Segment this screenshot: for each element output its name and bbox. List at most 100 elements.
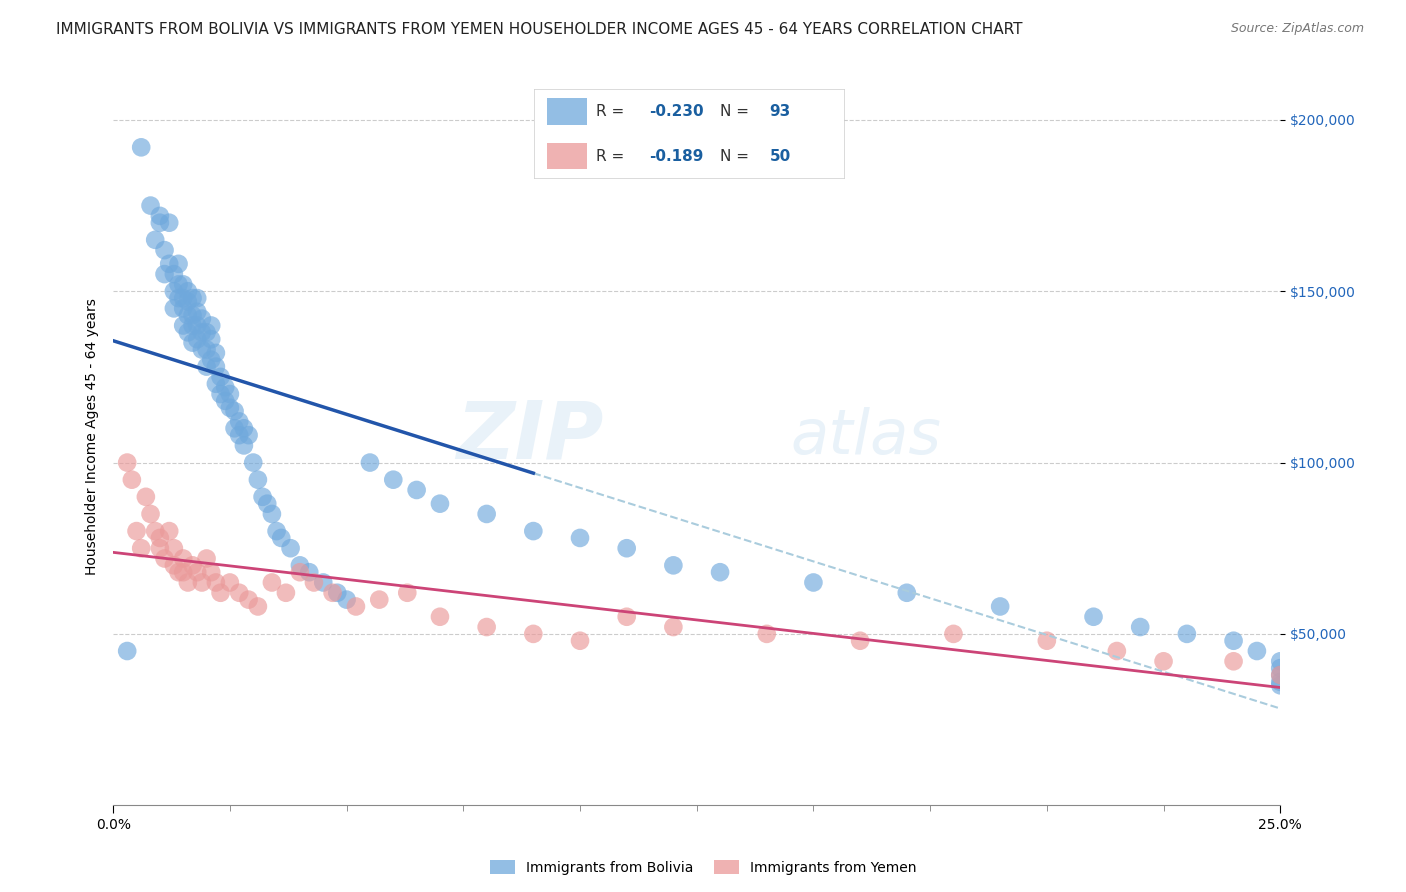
Point — [163, 285, 186, 299]
Point — [256, 497, 278, 511]
Point — [1270, 668, 1292, 682]
Point — [191, 326, 214, 340]
Text: ZIP: ZIP — [456, 398, 603, 475]
Point — [274, 586, 297, 600]
Point — [163, 301, 186, 316]
Point — [429, 609, 451, 624]
Point — [522, 627, 544, 641]
Point — [172, 551, 194, 566]
Point — [326, 586, 349, 600]
Point — [302, 575, 325, 590]
Point — [153, 551, 176, 566]
Point — [1175, 627, 1198, 641]
Point — [942, 627, 965, 641]
Point — [1270, 654, 1292, 668]
Point — [662, 558, 685, 573]
Point — [238, 428, 260, 442]
Point — [803, 575, 825, 590]
Point — [195, 343, 218, 357]
Point — [143, 233, 166, 247]
Point — [1270, 674, 1292, 689]
Point — [260, 575, 283, 590]
Point — [209, 387, 232, 401]
Point — [200, 318, 222, 333]
Point — [200, 352, 222, 367]
Point — [368, 592, 391, 607]
Point — [219, 401, 242, 415]
Point — [569, 531, 592, 545]
Text: -0.189: -0.189 — [648, 149, 703, 163]
Point — [125, 524, 148, 538]
Point — [186, 565, 208, 579]
Point — [205, 376, 228, 391]
Point — [163, 558, 186, 573]
Point — [177, 575, 200, 590]
Point — [181, 291, 204, 305]
Point — [167, 565, 190, 579]
Point — [228, 428, 250, 442]
Point — [167, 277, 190, 292]
Point — [205, 575, 228, 590]
Point — [135, 490, 157, 504]
Point — [186, 332, 208, 346]
Point — [200, 332, 222, 346]
Point — [195, 326, 218, 340]
Point — [1270, 668, 1292, 682]
Point — [177, 308, 200, 322]
Point — [177, 326, 200, 340]
Point — [228, 586, 250, 600]
Text: -0.230: -0.230 — [648, 104, 703, 119]
Point — [288, 565, 311, 579]
Point — [219, 575, 242, 590]
Point — [260, 507, 283, 521]
Point — [153, 267, 176, 281]
Point — [849, 633, 872, 648]
Point — [1246, 644, 1268, 658]
Legend: Immigrants from Bolivia, Immigrants from Yemen: Immigrants from Bolivia, Immigrants from… — [484, 855, 922, 880]
Point — [522, 524, 544, 538]
Point — [186, 318, 208, 333]
Point — [246, 599, 269, 614]
Point — [280, 541, 302, 556]
Point — [139, 507, 162, 521]
Point — [224, 404, 246, 418]
Point — [172, 277, 194, 292]
Point — [616, 541, 638, 556]
Point — [172, 291, 194, 305]
Point — [186, 291, 208, 305]
Point — [336, 592, 359, 607]
Point — [115, 644, 138, 658]
Point — [1270, 661, 1292, 675]
Point — [157, 257, 180, 271]
Point — [181, 335, 204, 350]
Point — [214, 380, 236, 394]
Point — [205, 359, 228, 374]
Point — [195, 551, 218, 566]
Point — [181, 558, 204, 573]
Point — [322, 586, 344, 600]
Point — [153, 243, 176, 257]
Point — [232, 421, 254, 435]
Point — [157, 216, 180, 230]
Point — [266, 524, 288, 538]
Point — [143, 524, 166, 538]
Point — [1083, 609, 1105, 624]
Point — [149, 209, 172, 223]
Point — [616, 609, 638, 624]
Point — [1129, 620, 1152, 634]
Point — [209, 370, 232, 384]
Text: 50: 50 — [769, 149, 790, 163]
Bar — [547, 98, 586, 125]
Point — [157, 524, 180, 538]
Point — [177, 285, 200, 299]
Point — [172, 565, 194, 579]
Point — [172, 318, 194, 333]
Point — [129, 140, 152, 154]
Point — [405, 483, 427, 497]
Text: N =: N = — [720, 104, 754, 119]
Point — [298, 565, 321, 579]
Point — [163, 267, 186, 281]
Point — [238, 592, 260, 607]
Point — [167, 257, 190, 271]
Point — [475, 620, 498, 634]
